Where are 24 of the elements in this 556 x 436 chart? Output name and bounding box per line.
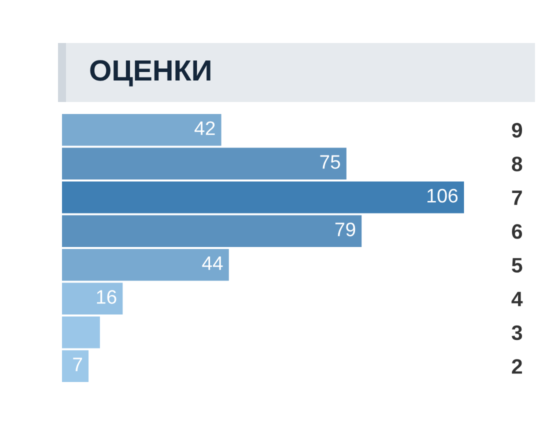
data-label: 106	[427, 188, 458, 203]
bar	[62, 282, 123, 314]
y-tick-label: 6	[512, 224, 522, 239]
bar	[62, 350, 89, 382]
y-tick-label: 3	[512, 325, 522, 340]
y-tick-label: 8	[512, 156, 522, 172]
data-label: 44	[202, 256, 223, 270]
data-label: 42	[194, 121, 215, 135]
data-label: 16	[96, 290, 116, 304]
bar	[62, 215, 362, 247]
chart-title: ОЦЕНКИ	[90, 60, 210, 86]
bar	[62, 249, 229, 281]
bar	[62, 316, 100, 348]
y-tick-label: 4	[512, 292, 523, 306]
data-label: 75	[320, 155, 340, 169]
bar	[62, 182, 464, 214]
y-tick-label: 7	[512, 190, 522, 205]
data-label: 7	[73, 358, 82, 372]
y-tick-label: 2	[512, 359, 522, 374]
bar	[62, 148, 346, 180]
data-label: 79	[335, 222, 356, 236]
y-tick-label: 5	[512, 258, 522, 273]
y-tick-label: 9	[512, 122, 522, 138]
bar	[62, 114, 222, 146]
